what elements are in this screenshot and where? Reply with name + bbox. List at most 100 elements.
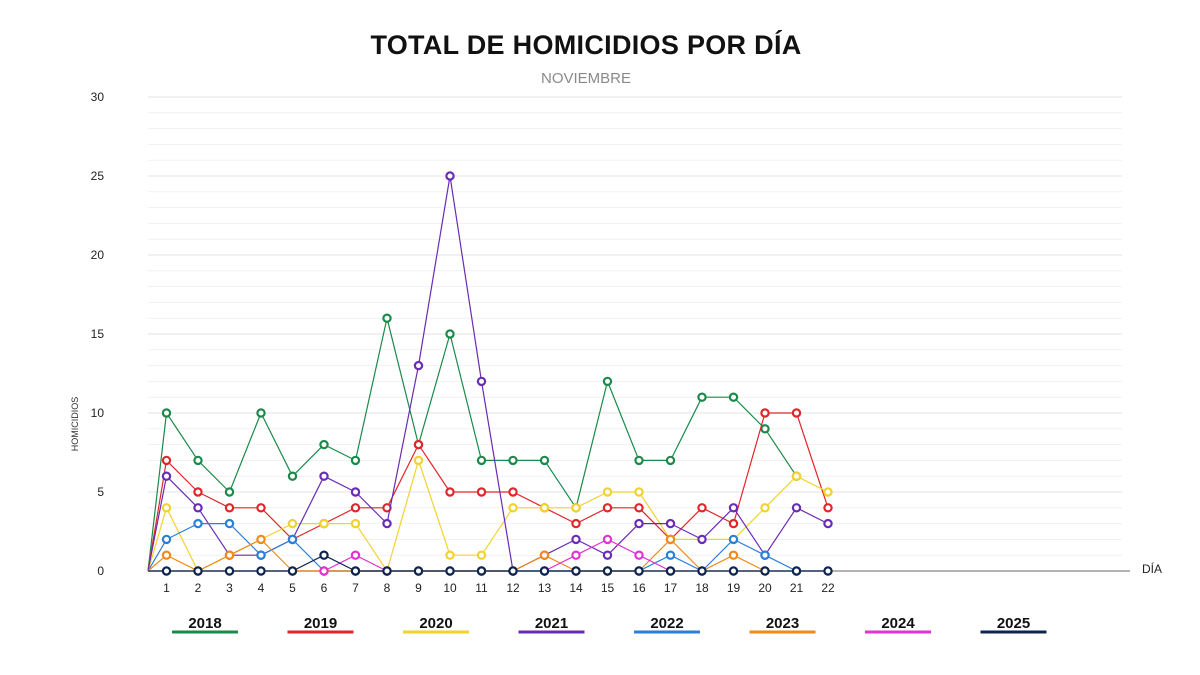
data-point-2021 <box>791 503 802 513</box>
data-point-2025 <box>539 566 550 576</box>
data-point-2021 <box>193 503 203 513</box>
data-point-2025 <box>697 566 707 576</box>
data-point-2018 <box>193 455 203 466</box>
data-point-2021 <box>728 503 739 513</box>
data-point-2025 <box>382 566 392 576</box>
data-point-2025 <box>193 566 203 576</box>
x-tick-label: 2 <box>195 581 202 595</box>
y-tick-label: 30 <box>91 90 105 104</box>
data-point-2023 <box>728 550 739 560</box>
y-tick-label: 25 <box>91 169 105 183</box>
data-point-2025 <box>319 550 329 560</box>
data-point-2018 <box>760 424 770 434</box>
data-point-2019 <box>161 455 172 466</box>
data-point-2020 <box>634 487 644 497</box>
data-point-2020 <box>319 518 329 529</box>
legend-label-2025: 2025 <box>997 615 1030 632</box>
data-point-2025 <box>256 566 266 576</box>
data-point-2018 <box>508 455 518 466</box>
data-point-2018 <box>319 439 329 450</box>
data-point-2020 <box>760 503 770 513</box>
data-point-2020 <box>571 503 581 513</box>
data-point-2025 <box>791 566 802 576</box>
data-point-2022 <box>161 534 172 545</box>
data-point-2018 <box>161 408 172 418</box>
data-point-2018 <box>445 329 455 339</box>
data-point-2025 <box>508 566 518 576</box>
data-point-2025 <box>760 566 770 576</box>
data-point-2022 <box>728 534 739 545</box>
series-group <box>147 171 833 576</box>
data-point-2019 <box>728 518 739 529</box>
data-point-2018 <box>256 408 266 418</box>
data-point-2021 <box>413 360 424 371</box>
data-point-2019 <box>760 408 770 418</box>
data-point-2023 <box>665 534 676 545</box>
data-point-2025 <box>413 566 424 576</box>
data-point-2018 <box>697 392 707 402</box>
data-point-2019 <box>476 487 487 497</box>
data-point-2025 <box>445 566 455 576</box>
data-point-2018 <box>539 455 550 466</box>
data-point-2019 <box>823 503 833 513</box>
data-point-2020 <box>539 503 550 513</box>
data-point-2021 <box>634 518 644 529</box>
data-point-2018 <box>665 455 676 466</box>
data-point-2025 <box>665 566 676 576</box>
data-point-2021 <box>823 518 833 529</box>
data-point-2018 <box>287 471 298 481</box>
legend-label-2018: 2018 <box>188 615 221 632</box>
data-point-2018 <box>476 455 487 466</box>
data-point-2020 <box>287 518 298 529</box>
x-tick-label: 4 <box>258 581 265 595</box>
x-tick-label: 17 <box>664 581 678 595</box>
y-tick-label: 10 <box>91 406 105 420</box>
data-point-2019 <box>413 439 424 450</box>
x-axis-label: DÍA <box>1142 561 1162 576</box>
chart-title: TOTAL DE HOMICIDIOS POR DÍA <box>370 30 802 60</box>
y-axis-label: HOMICIDIOS <box>70 397 80 452</box>
x-tick-label: 3 <box>226 581 233 595</box>
x-tick-label: 14 <box>569 581 583 595</box>
data-point-2025 <box>161 566 172 576</box>
data-point-2024 <box>319 566 329 576</box>
data-point-2020 <box>602 487 613 497</box>
data-point-2019 <box>193 487 203 497</box>
data-point-2025 <box>728 566 739 576</box>
x-tick-label: 21 <box>790 581 804 595</box>
data-point-2021 <box>697 534 707 545</box>
data-point-2025 <box>571 566 581 576</box>
data-point-2021 <box>161 471 172 481</box>
y-tick-label: 20 <box>91 248 105 262</box>
data-point-2019 <box>256 503 266 513</box>
data-point-2020 <box>413 455 424 466</box>
x-tick-label: 20 <box>758 581 772 595</box>
data-point-2020 <box>476 550 487 560</box>
data-point-2022 <box>256 550 266 560</box>
x-tick-label: 8 <box>384 581 391 595</box>
legend: 2018 2019 2020 2021 2022 2023 2024 2025 <box>172 615 1047 634</box>
y-tick-label: 5 <box>97 485 104 499</box>
x-tick-label: 11 <box>475 581 488 595</box>
x-tick-label: 1 <box>163 581 170 595</box>
data-point-2018 <box>350 455 361 466</box>
x-tick-label: 7 <box>352 581 359 595</box>
data-point-2020 <box>823 487 833 497</box>
series-line-2021 <box>147 175 829 572</box>
data-point-2021 <box>602 550 613 560</box>
data-point-2018 <box>602 376 613 387</box>
data-point-2024 <box>350 550 361 560</box>
data-point-2021 <box>571 534 581 545</box>
y-tick-label: 0 <box>97 564 104 578</box>
x-tick-label: 22 <box>821 581 835 595</box>
legend-label-2021: 2021 <box>535 615 568 632</box>
data-point-2022 <box>224 518 235 529</box>
x-tick-label: 12 <box>506 581 520 595</box>
data-point-2020 <box>350 518 361 529</box>
data-point-2024 <box>602 534 613 545</box>
data-point-2019 <box>697 503 707 513</box>
data-point-2022 <box>193 518 203 529</box>
x-tick-label: 9 <box>415 581 422 595</box>
series-2021 <box>147 171 833 576</box>
